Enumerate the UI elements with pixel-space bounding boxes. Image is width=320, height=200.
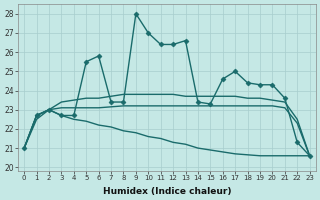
X-axis label: Humidex (Indice chaleur): Humidex (Indice chaleur)	[103, 187, 231, 196]
